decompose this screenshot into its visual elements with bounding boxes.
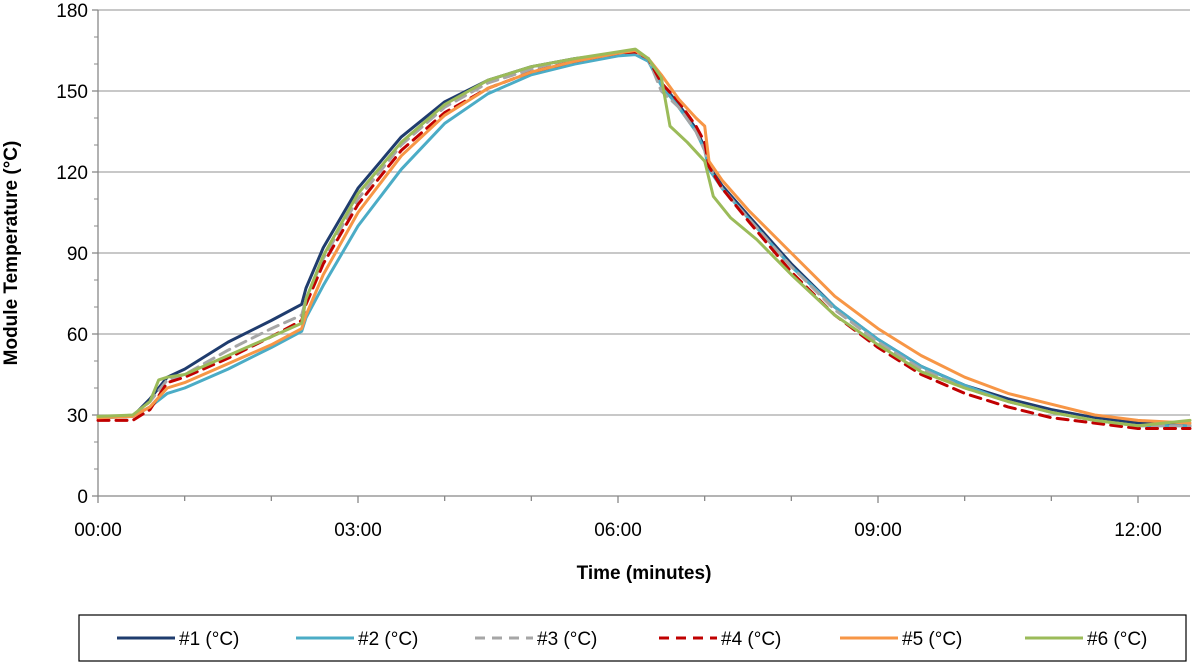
y-tick-label: 30	[67, 406, 88, 427]
x-tick-label: 00:00	[74, 520, 122, 541]
y-tick-label: 90	[67, 244, 88, 265]
y-ticks: 0 30 60 90 120 150 180	[56, 1, 98, 508]
series-line-1	[96, 50, 1192, 428]
legend-label-1: #1 (°C)	[179, 629, 239, 650]
gridlines	[98, 9, 1190, 416]
x-tick-label: 03:00	[334, 520, 382, 541]
series-lines	[96, 47, 1192, 430]
legend-items: #1 (°C) #2 (°C) #3 (°C) #4 (°C) #5 (°C) #6 (°…	[117, 629, 1147, 650]
series-line-4	[96, 50, 1192, 430]
y-axis-title: Module Temperature (°C)	[1, 141, 22, 366]
legend-label-3: #3 (°C)	[537, 629, 597, 650]
legend-label-2: #2 (°C)	[358, 629, 418, 650]
legend-label-5: #5 (°C)	[902, 629, 962, 650]
x-ticks: 00:00 03:00 06:00 09:00 12:00	[74, 496, 1162, 541]
x-axis-title: Time (minutes)	[577, 563, 712, 584]
y-tick-label: 180	[56, 1, 88, 22]
legend-box	[78, 614, 1187, 662]
series-line-2	[96, 53, 1192, 428]
legend-label-4: #4 (°C)	[721, 629, 781, 650]
x-tick-label: 12:00	[1114, 520, 1162, 541]
series-line-6	[96, 47, 1192, 428]
x-tick-label: 09:00	[854, 520, 902, 541]
series-line-5	[96, 49, 1192, 425]
series-line-3	[96, 50, 1192, 428]
y-tick-label: 120	[56, 163, 88, 184]
legend: #1 (°C) #2 (°C) #3 (°C) #4 (°C) #5 (°C) #6 (°…	[78, 614, 1187, 662]
x-tick-label: 06:00	[594, 520, 642, 541]
y-tick-label: 0	[77, 487, 88, 508]
y-tick-label: 150	[56, 82, 88, 103]
y-tick-label: 60	[67, 325, 88, 346]
legend-label-6: #6 (°C)	[1087, 629, 1147, 650]
